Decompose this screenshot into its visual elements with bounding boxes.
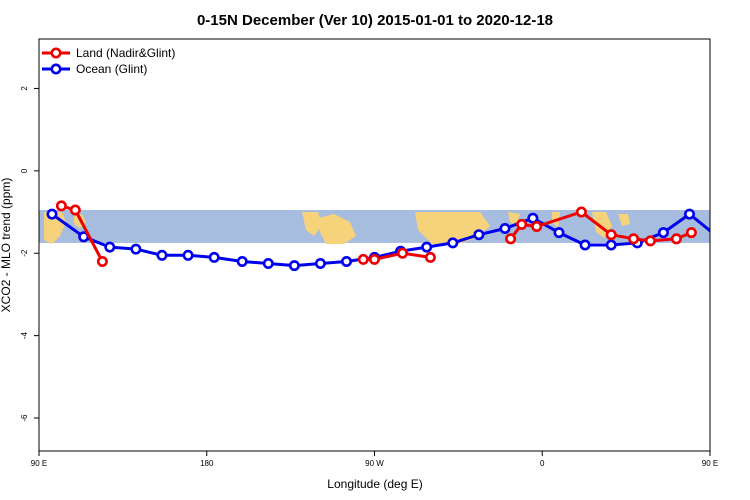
ocean-data-point bbox=[683, 208, 695, 220]
legend: Land (Nadir&Glint) Ocean (Glint) bbox=[42, 46, 175, 76]
x-tick-label: 90 E bbox=[31, 459, 47, 468]
y-axis: 2 0 -2 -4 -6 bbox=[20, 86, 39, 422]
ocean-data-point bbox=[421, 241, 433, 253]
ocean-data-point bbox=[236, 255, 248, 267]
land-data-point bbox=[55, 200, 67, 212]
land-data-point bbox=[724, 202, 732, 210]
land-series-line bbox=[729, 206, 750, 262]
land-data-point bbox=[69, 204, 81, 216]
ocean-data-point bbox=[447, 237, 459, 249]
plot-area bbox=[39, 200, 750, 272]
land-data-point bbox=[738, 206, 746, 214]
land-shape-borneo-2 bbox=[618, 214, 630, 226]
land-data-point bbox=[357, 253, 369, 265]
legend-ocean-label: Ocean (Glint) bbox=[76, 62, 147, 76]
ocean-data-point bbox=[262, 257, 274, 269]
legend-land-marker bbox=[50, 47, 62, 59]
land-data-point bbox=[644, 235, 656, 247]
ocean-data-point bbox=[499, 223, 511, 235]
legend-land-label: Land (Nadir&Glint) bbox=[76, 46, 175, 60]
legend-ocean-marker bbox=[50, 63, 62, 75]
ocean-data-point bbox=[527, 212, 539, 224]
land-data-point bbox=[505, 233, 517, 245]
x-tick-label: 180 bbox=[200, 459, 214, 468]
y-tick-label: 0 bbox=[20, 168, 29, 173]
series-layer bbox=[46, 200, 750, 272]
ocean-data-point bbox=[288, 260, 300, 272]
chart-title: 0-15N December (Ver 10) 2015-01-01 to 20… bbox=[197, 12, 553, 29]
land-data-point bbox=[531, 221, 543, 233]
x-tick-label: 90 W bbox=[365, 459, 384, 468]
ocean-data-point bbox=[340, 255, 352, 267]
x-axis: 90 E 180 90 W 0 90 E bbox=[31, 451, 718, 468]
ocean-data-point bbox=[156, 249, 168, 261]
x-tick-label: 90 E bbox=[702, 459, 718, 468]
land-series-line bbox=[363, 251, 431, 261]
x-axis-label: Longitude (deg E) bbox=[327, 477, 422, 491]
ocean-data-point bbox=[182, 249, 194, 261]
y-tick-label: 2 bbox=[20, 86, 29, 91]
ocean-data-point bbox=[473, 229, 485, 241]
ocean-data-point bbox=[605, 239, 617, 251]
land-data-point bbox=[424, 251, 436, 263]
ocean-data-point bbox=[46, 208, 58, 220]
land-shape-south-america bbox=[318, 214, 356, 244]
land-data-point bbox=[516, 218, 528, 230]
ocean-data-point bbox=[657, 227, 669, 239]
ocean-data-point bbox=[208, 251, 220, 263]
ocean-data-point bbox=[553, 227, 565, 239]
ocean-data-point bbox=[314, 257, 326, 269]
y-tick-label: -6 bbox=[20, 414, 29, 422]
y-axis-label: XCO2 - MLO trend (ppm) bbox=[0, 178, 13, 313]
y-tick-label: -2 bbox=[20, 249, 29, 257]
land-data-point bbox=[605, 229, 617, 241]
land-data-point bbox=[575, 206, 587, 218]
land-data-point bbox=[396, 247, 408, 259]
land-data-point bbox=[368, 253, 380, 265]
land-shape-central-america bbox=[302, 212, 322, 236]
y-tick-label: -4 bbox=[20, 332, 29, 340]
ocean-data-point bbox=[739, 243, 747, 251]
x-tick-label: 0 bbox=[540, 459, 545, 468]
ocean-data-point bbox=[579, 239, 591, 251]
land-data-point bbox=[96, 255, 108, 267]
land-data-point bbox=[628, 233, 640, 245]
land-data-point bbox=[685, 227, 697, 239]
ocean-data-point bbox=[713, 233, 721, 241]
ocean-data-point bbox=[104, 241, 116, 253]
ocean-data-point bbox=[130, 243, 142, 255]
land-data-point bbox=[670, 233, 682, 245]
